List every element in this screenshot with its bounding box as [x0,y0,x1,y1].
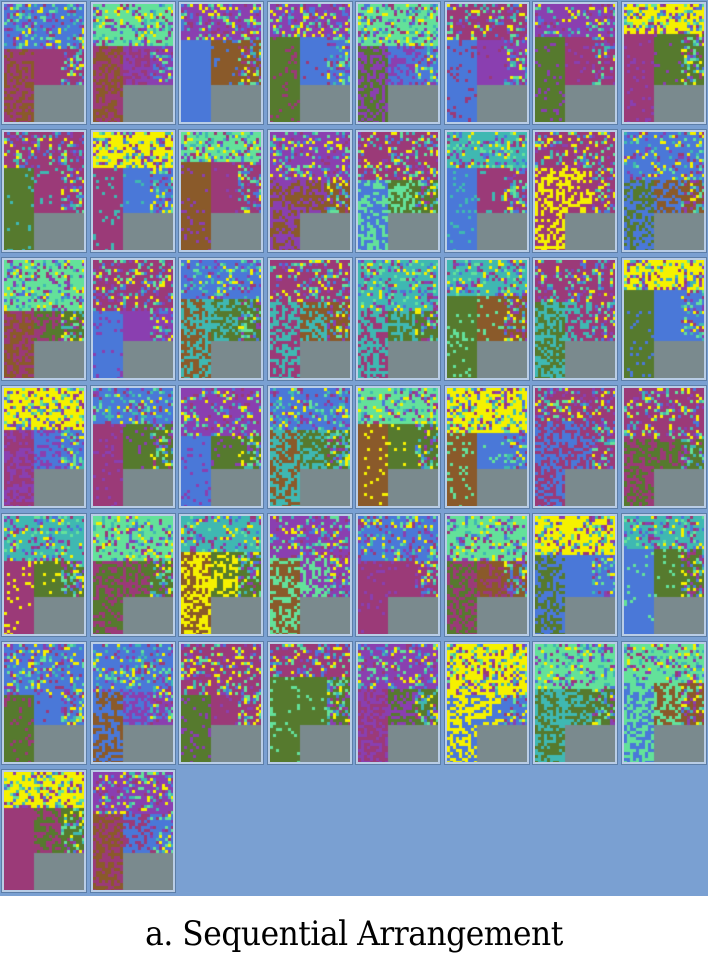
mosaic-tile [178,385,264,509]
figure-caption: a. Sequential Arrangement [145,914,563,954]
mosaic-tile [355,385,441,509]
mosaic-tile [1,257,87,381]
mosaic-tile [444,513,530,637]
mosaic-tile [90,1,176,125]
mosaic-tile [90,769,176,893]
mosaic-tile [1,513,87,637]
mosaic-tile [532,385,618,509]
mosaic-tile [178,1,264,125]
mosaic-tile [621,1,707,125]
tile-grid [0,0,708,896]
mosaic-tile [267,513,353,637]
mosaic-tile [355,513,441,637]
mosaic-tile [178,513,264,637]
mosaic-tile [621,641,707,765]
mosaic-tile [267,129,353,253]
mosaic-tile [355,129,441,253]
mosaic-tile [178,641,264,765]
mosaic-tile [532,641,618,765]
mosaic-tile [267,257,353,381]
mosaic-tile [178,257,264,381]
mosaic-tile [444,385,530,509]
mosaic-tile [1,1,87,125]
mosaic-tile [90,641,176,765]
mosaic-tile [621,513,707,637]
mosaic-tile [532,257,618,381]
mosaic-tile [1,641,87,765]
mosaic-tile [178,129,264,253]
mosaic-tile [90,257,176,381]
mosaic-tile [267,1,353,125]
mosaic-tile [1,769,87,893]
mosaic-tile [90,513,176,637]
mosaic-tile [532,129,618,253]
mosaic-tile [355,1,441,125]
mosaic-tile [621,385,707,509]
mosaic-tile [444,641,530,765]
mosaic-tile [267,641,353,765]
mosaic-tile [90,129,176,253]
mosaic-tile [355,641,441,765]
mosaic-tile [267,385,353,509]
mosaic-tile [444,1,530,125]
mosaic-tile [355,257,441,381]
mosaic-tile [532,1,618,125]
mosaic-tile [444,257,530,381]
mosaic-tile [1,385,87,509]
mosaic-tile [1,129,87,253]
mosaic-tile [90,385,176,509]
mosaic-tile [621,257,707,381]
mosaic-tile [621,129,707,253]
mosaic-tile [532,513,618,637]
mosaic-tile [444,129,530,253]
